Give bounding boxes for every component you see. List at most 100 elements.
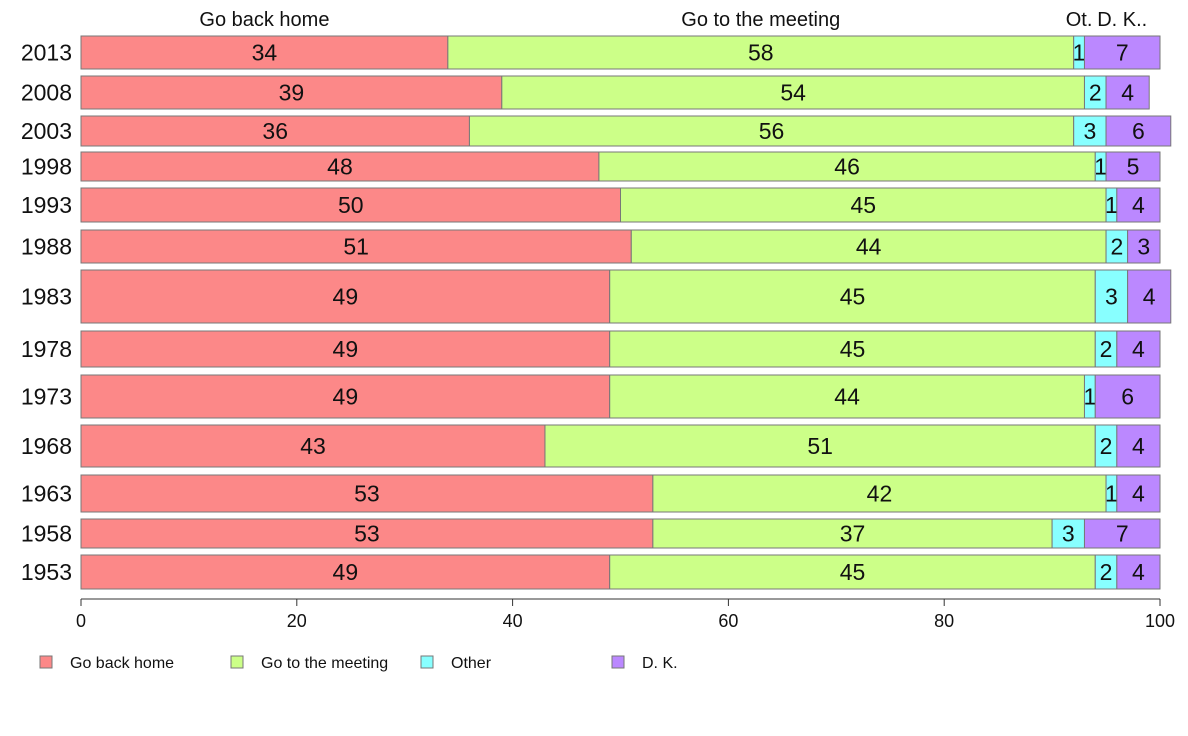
data-label: 42 xyxy=(867,481,893,507)
bar-segment xyxy=(1105,115,1172,147)
legend-label: D. K. xyxy=(642,655,678,672)
data-label: 44 xyxy=(856,234,882,260)
bar-segment xyxy=(1116,330,1161,368)
year-label: 1958 xyxy=(21,521,72,547)
year-label: 1973 xyxy=(21,384,72,410)
data-label: 54 xyxy=(780,80,806,106)
bar-segment xyxy=(468,115,1075,147)
data-label: 1 xyxy=(1073,40,1086,66)
bar-segment xyxy=(609,554,1096,590)
bar-segment xyxy=(1094,374,1161,419)
data-label: 45 xyxy=(840,559,866,585)
data-label: 51 xyxy=(807,433,833,459)
bar-segment xyxy=(80,151,600,182)
data-label: 4 xyxy=(1132,559,1145,585)
bar-segment xyxy=(1105,75,1150,110)
legend-label: Go to the meeting xyxy=(261,655,388,672)
bar-segment xyxy=(80,229,632,264)
bar-segment xyxy=(1127,229,1161,264)
year-label: 1963 xyxy=(21,481,72,507)
data-label: 45 xyxy=(840,336,866,362)
data-label: 34 xyxy=(252,40,278,66)
bar-segment xyxy=(80,424,546,468)
bar-segment xyxy=(544,424,1096,468)
bar-segment xyxy=(501,75,1085,110)
x-tick-label: 60 xyxy=(718,611,738,631)
bar-segment xyxy=(652,518,1053,549)
bar-segment xyxy=(80,474,654,513)
bar-segment xyxy=(447,35,1075,70)
column-header-0: Go back home xyxy=(199,9,329,31)
x-tick-label: 0 xyxy=(76,611,86,631)
legend-label: Other xyxy=(451,655,492,672)
data-label: 49 xyxy=(333,336,359,362)
bar-segment xyxy=(1105,151,1161,182)
x-axis: 0 20 40 60 80 100 xyxy=(76,598,1175,631)
data-label: 49 xyxy=(333,384,359,410)
legend-swatch xyxy=(420,655,434,669)
data-label: 53 xyxy=(354,481,380,507)
data-label: 4 xyxy=(1132,433,1145,459)
bar-segment xyxy=(609,269,1096,324)
data-label: 3 xyxy=(1137,234,1150,260)
year-label: 2003 xyxy=(21,118,72,144)
year-label: 1968 xyxy=(21,433,72,459)
data-label: 1 xyxy=(1094,154,1107,180)
bar-segment xyxy=(1116,187,1161,223)
legend-swatch xyxy=(39,655,53,669)
data-label: 49 xyxy=(333,559,359,585)
bar-segment xyxy=(80,269,611,324)
bar-segment xyxy=(620,187,1107,223)
data-label: 45 xyxy=(850,192,876,218)
data-label: 4 xyxy=(1132,336,1145,362)
column-header-3: D. K.. xyxy=(1097,9,1147,31)
column-header-1: Go to the meeting xyxy=(681,9,840,31)
data-label: 4 xyxy=(1132,192,1145,218)
data-label: 58 xyxy=(748,40,774,66)
bar-segment xyxy=(80,554,611,590)
data-label: 36 xyxy=(262,118,288,144)
bar-segment xyxy=(80,35,449,70)
legend-swatch xyxy=(230,655,244,669)
bar-segment xyxy=(598,151,1096,182)
data-label: 6 xyxy=(1121,384,1134,410)
data-label: 5 xyxy=(1127,154,1140,180)
bar-segment xyxy=(80,374,611,419)
bar-segment xyxy=(1116,554,1161,590)
x-tick-label: 20 xyxy=(287,611,307,631)
data-label: 53 xyxy=(354,521,380,547)
column-headers: Go back home Go to the meeting Ot. D. K.. xyxy=(199,9,1147,31)
data-label: 51 xyxy=(343,234,369,260)
bar-segment xyxy=(609,374,1085,419)
data-label: 4 xyxy=(1143,284,1156,310)
column-header-2: Ot. xyxy=(1066,9,1093,31)
x-tick-label: 100 xyxy=(1145,611,1175,631)
data-label: 56 xyxy=(759,118,785,144)
data-label: 6 xyxy=(1132,118,1145,144)
data-label: 2 xyxy=(1100,336,1113,362)
legend: Go back home Go to the meeting Other D. K. xyxy=(39,655,678,672)
bar-segment xyxy=(1116,474,1161,513)
year-label: 1998 xyxy=(21,154,72,180)
data-label: 1 xyxy=(1083,384,1096,410)
data-label: 2 xyxy=(1110,234,1123,260)
data-label: 49 xyxy=(333,284,359,310)
data-label: 1 xyxy=(1105,481,1118,507)
bar-segment xyxy=(1083,35,1161,70)
year-labels: 2013 2008 2003 1998 1993 1988 1983 1978 1973 1968… xyxy=(21,40,72,586)
data-label: 2 xyxy=(1089,80,1102,106)
data-label: 45 xyxy=(840,284,866,310)
year-label: 1988 xyxy=(21,234,72,260)
year-label: 1993 xyxy=(21,192,72,218)
bar-segment xyxy=(80,330,611,368)
year-label: 2008 xyxy=(21,80,72,106)
data-label: 44 xyxy=(834,384,860,410)
year-label: 1983 xyxy=(21,284,72,310)
bar-segment xyxy=(1083,518,1161,549)
bar-segment xyxy=(1094,269,1129,324)
bar-segment xyxy=(1116,424,1161,468)
bar-segment xyxy=(1127,269,1172,324)
data-label: 43 xyxy=(300,433,326,459)
data-label: 3 xyxy=(1062,521,1075,547)
